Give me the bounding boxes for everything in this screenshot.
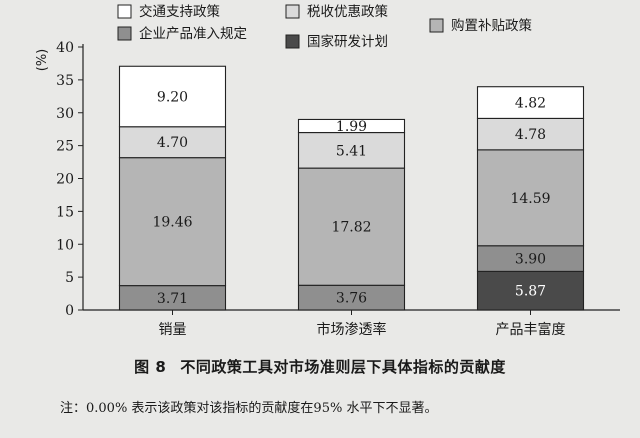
figure-note: 注：0.00% 表示该政策对该指标的贡献度在95% 水平下不显著。 [60, 401, 438, 416]
legend-label: 购置补贴政策 [451, 17, 532, 34]
legend-swatch [117, 4, 132, 19]
y-tick-label: 30 [56, 106, 74, 122]
y-tick-label: 35 [56, 73, 74, 89]
figure-caption: 图 8 不同政策工具对市场准则层下具体指标的贡献度 [0, 356, 640, 377]
data-label: 4.70 [157, 135, 188, 151]
data-label: 5.87 [515, 284, 546, 300]
bar-segment [118, 65, 227, 128]
y-tick-label: 25 [56, 139, 74, 155]
legend-swatch [285, 34, 300, 49]
bar-segment [118, 126, 227, 159]
data-label: 19.46 [152, 215, 192, 231]
y-tick-label: 10 [56, 237, 74, 253]
figure-number: 图 8 [134, 358, 167, 376]
bar-segment [118, 157, 227, 287]
legend-swatch [285, 4, 300, 19]
y-tick-label: 5 [65, 270, 74, 286]
x-tick-label: 产品丰富度 [496, 321, 566, 338]
data-label: 14.59 [510, 191, 550, 207]
y-tick-label: 20 [56, 172, 74, 188]
data-label: 1.99 [336, 119, 367, 135]
data-label: 4.82 [515, 96, 546, 112]
x-tick-label: 市场渗透率 [317, 321, 387, 338]
figure-title: 不同政策工具对市场准则层下具体指标的贡献度 [180, 358, 506, 376]
data-label: 3.71 [157, 291, 188, 307]
bar-segment [297, 118, 406, 134]
x-tick-label: 销量 [159, 322, 187, 338]
y-tick-label: 40 [56, 40, 74, 56]
data-label: 3.90 [515, 252, 546, 268]
bar-segment [476, 149, 585, 247]
legend-label: 交通支持政策 [139, 3, 220, 20]
data-label: 3.76 [336, 291, 367, 307]
y-tick-label: 15 [56, 204, 74, 220]
legend-label: 国家研发计划 [307, 33, 388, 50]
legend-label: 企业产品准入规定 [139, 25, 247, 42]
data-label: 4.78 [515, 127, 546, 143]
y-tick-label: 0 [65, 303, 74, 319]
legend-label: 税收优惠政策 [307, 3, 388, 20]
data-label: 17.82 [331, 220, 371, 236]
stacked-bar-chart: 0 5 10 15 20 25 30 35 40 (%) 3.71 19.46 4.70 9.20 销量 3.… [35, 3, 620, 338]
data-label: 5.41 [336, 143, 367, 159]
legend-swatch [117, 26, 132, 41]
bar-segment [476, 86, 585, 119]
bar-segment [476, 245, 585, 272]
legend-swatch [429, 18, 444, 33]
data-label: 9.20 [157, 90, 188, 106]
bar-segment [297, 131, 406, 169]
y-axis-label: (%) [35, 49, 50, 72]
bar-segment [118, 285, 227, 311]
bar-segment [297, 167, 406, 286]
